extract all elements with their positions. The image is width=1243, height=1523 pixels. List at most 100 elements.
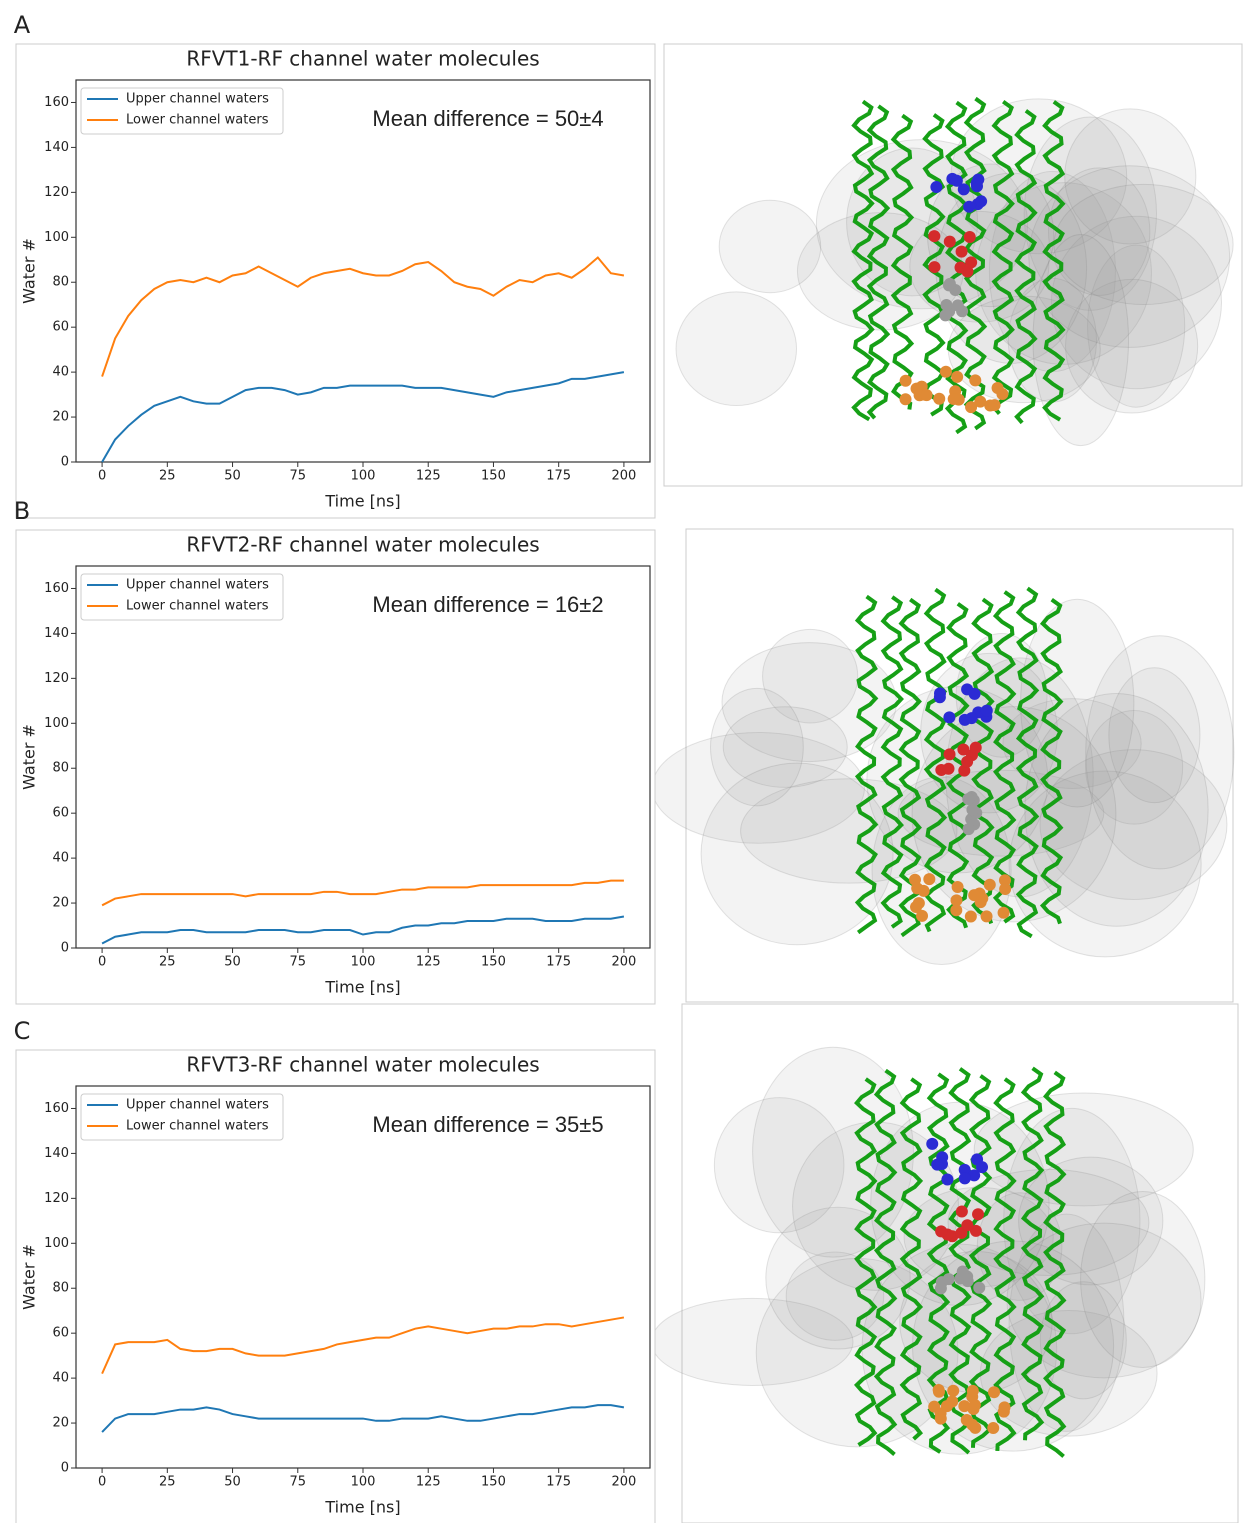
y-tick-label: 20 <box>52 896 69 911</box>
atom <box>951 881 964 894</box>
atom <box>942 762 955 775</box>
x-tick-label: 0 <box>98 1475 106 1490</box>
y-tick-label: 160 <box>44 581 69 596</box>
atom <box>908 873 921 886</box>
series-line <box>101 915 625 945</box>
y-tick-label: 120 <box>44 185 69 200</box>
atom <box>950 904 963 917</box>
y-axis-label: Water # <box>20 238 39 304</box>
membrane-blob <box>1008 770 1202 958</box>
image-frame <box>685 528 1234 1003</box>
legend-label: Lower channel waters <box>126 599 269 614</box>
helix <box>853 1077 878 1447</box>
y-tick-label: 140 <box>44 140 69 155</box>
atom <box>988 1386 1001 1399</box>
helix <box>851 99 875 422</box>
atom <box>964 910 977 923</box>
y-axis-label: Water # <box>20 724 39 790</box>
y-tick-label: 0 <box>61 1461 69 1476</box>
y-tick-label: 80 <box>52 1281 69 1296</box>
membrane-blob <box>1050 215 1223 390</box>
atom <box>951 299 964 312</box>
helix <box>1043 1070 1067 1458</box>
atom <box>976 1161 989 1174</box>
atom <box>971 180 984 193</box>
atom <box>947 1384 960 1397</box>
x-tick-label: 25 <box>159 1475 176 1490</box>
atom <box>957 743 970 756</box>
membrane-blob <box>1108 667 1201 804</box>
helix <box>922 113 946 417</box>
atom <box>955 1205 968 1218</box>
membrane-blob <box>973 1092 1194 1207</box>
y-tick-label: 160 <box>44 95 69 110</box>
atom <box>968 1169 981 1182</box>
atom <box>969 1224 982 1237</box>
membrane-blob <box>718 199 822 294</box>
image-frame <box>681 1003 1239 1523</box>
x-tick-label: 175 <box>546 955 571 970</box>
x-tick-label: 50 <box>224 469 241 484</box>
x-tick-label: 125 <box>416 955 441 970</box>
helix <box>873 1068 898 1456</box>
y-tick-label: 140 <box>44 626 69 641</box>
atom <box>950 894 963 907</box>
membrane-blob <box>752 1046 914 1258</box>
atom <box>956 1265 969 1278</box>
atom <box>965 256 978 269</box>
y-tick-label: 120 <box>44 671 69 686</box>
atom <box>980 910 993 923</box>
atom <box>947 393 960 406</box>
legend-label: Lower channel waters <box>126 113 269 128</box>
atom <box>943 235 956 248</box>
atom <box>966 1384 979 1397</box>
atom <box>975 195 988 208</box>
x-tick-label: 200 <box>611 1475 636 1490</box>
y-tick-label: 100 <box>44 230 69 245</box>
series-line <box>101 371 625 463</box>
panel-label: C <box>14 1017 31 1045</box>
atom <box>951 370 964 383</box>
membrane-blob <box>1039 1281 1127 1400</box>
helix <box>963 96 988 431</box>
atom <box>920 389 933 402</box>
series-line <box>101 256 625 377</box>
atom <box>930 181 943 194</box>
atom <box>926 1137 939 1150</box>
x-tick-label: 175 <box>546 1475 571 1490</box>
helix <box>1014 109 1038 425</box>
membrane-blob <box>1039 749 1228 901</box>
helix <box>948 1067 972 1455</box>
chart-title: RFVT2-RF channel water molecules <box>186 533 539 557</box>
atom <box>998 1401 1011 1414</box>
atom <box>963 230 976 243</box>
series-line <box>101 879 624 907</box>
y-tick-label: 60 <box>52 806 69 821</box>
helix <box>923 587 948 933</box>
helix <box>880 595 904 929</box>
atom <box>928 230 941 243</box>
atom <box>983 878 996 891</box>
membrane-blob <box>740 778 958 884</box>
chart-title: RFVT1-RF channel water molecules <box>186 47 539 71</box>
x-tick-label: 150 <box>481 955 506 970</box>
helix <box>1042 100 1066 422</box>
y-tick-label: 20 <box>52 410 69 425</box>
x-tick-label: 0 <box>98 955 106 970</box>
y-tick-label: 60 <box>52 1326 69 1341</box>
atom <box>957 183 970 196</box>
membrane-blob <box>700 762 894 946</box>
atom <box>968 687 981 700</box>
helix <box>866 104 891 420</box>
x-axis-label: Time [ns] <box>324 1498 400 1517</box>
annotation: Mean difference = 16±2 <box>372 592 603 617</box>
y-tick-label: 40 <box>52 851 69 866</box>
membrane-blob <box>762 628 859 724</box>
helix <box>991 100 1015 415</box>
atom <box>955 245 968 258</box>
x-axis-label: Time [ns] <box>324 492 400 511</box>
atom <box>939 309 952 322</box>
atom <box>966 803 979 816</box>
x-axis-label: Time [ns] <box>324 978 400 997</box>
atom <box>965 401 978 414</box>
